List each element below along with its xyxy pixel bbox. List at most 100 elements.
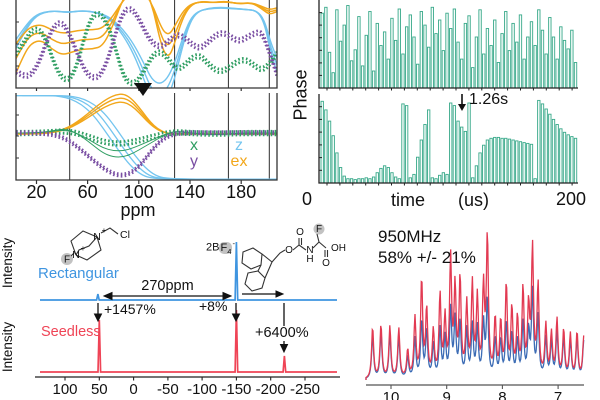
bar xyxy=(338,167,343,184)
charge-plus-2: + xyxy=(81,244,86,253)
bar xyxy=(430,177,434,184)
bar xyxy=(390,17,394,89)
bar xyxy=(489,137,493,184)
bar xyxy=(559,26,563,89)
bar xyxy=(478,9,482,89)
bar xyxy=(529,21,534,89)
bar xyxy=(357,16,361,89)
bar xyxy=(559,128,563,184)
bar xyxy=(570,29,574,89)
bar xyxy=(375,22,379,89)
tick-label: 10 xyxy=(383,389,400,400)
bar xyxy=(474,36,479,89)
tick-label: 0 xyxy=(129,381,137,398)
bar xyxy=(463,22,468,89)
bar xyxy=(566,48,570,89)
charge-plus-1: + xyxy=(102,226,107,235)
atom-o-acid: O xyxy=(322,258,330,269)
bar xyxy=(551,36,556,89)
bar xyxy=(335,9,339,89)
bar xyxy=(540,103,545,184)
bar xyxy=(471,67,475,89)
bar xyxy=(555,124,559,184)
down-arrow xyxy=(134,83,152,96)
tick-label: 200 xyxy=(556,189,586,209)
bar xyxy=(467,15,471,89)
bar xyxy=(485,28,490,89)
series-z xyxy=(22,94,277,180)
atom-n-top: N xyxy=(93,231,101,243)
bar xyxy=(379,167,383,184)
bar xyxy=(427,46,431,89)
selectfluor-structure: N + N + Cl F xyxy=(61,226,130,266)
bar xyxy=(382,165,387,184)
bar xyxy=(386,167,390,184)
bar xyxy=(419,11,423,89)
bar xyxy=(423,24,427,89)
bar xyxy=(445,173,449,184)
tick-label: 9 xyxy=(443,389,451,400)
f-highlight-circle xyxy=(313,223,325,235)
bar xyxy=(382,31,387,89)
bonds xyxy=(70,227,119,261)
bar xyxy=(537,9,541,89)
spectrum-rectangular xyxy=(40,241,337,301)
bar xyxy=(324,109,328,184)
atom-n-left: N xyxy=(72,249,80,261)
bar xyxy=(507,50,512,89)
bar xyxy=(335,152,339,184)
bar xyxy=(548,113,552,184)
bar xyxy=(482,144,486,184)
series-x xyxy=(16,14,277,87)
bar xyxy=(346,5,350,89)
axis-frame xyxy=(318,0,578,89)
tick-label: 100 xyxy=(124,182,154,202)
tick-label: -250 xyxy=(290,381,320,398)
series-z xyxy=(16,6,277,88)
fmoc-structure: O O N H OH O F xyxy=(241,223,346,292)
benzene-ring-2 xyxy=(244,270,266,292)
series-y xyxy=(16,132,277,178)
series-y xyxy=(16,9,277,81)
bar xyxy=(460,126,464,184)
bar xyxy=(342,24,346,89)
bonds xyxy=(257,233,329,279)
bar xyxy=(342,175,346,184)
tick-label: -200 xyxy=(256,381,286,398)
bar xyxy=(496,62,501,89)
bar xyxy=(456,41,460,89)
bar xyxy=(526,142,530,184)
bar xyxy=(493,19,497,89)
bar xyxy=(408,14,412,89)
arrow-head-down-3 xyxy=(279,344,289,354)
bar xyxy=(423,124,427,184)
tick-label: 140 xyxy=(175,182,205,202)
bar xyxy=(485,139,490,184)
arrow-head-left xyxy=(102,291,113,301)
bar xyxy=(555,58,559,89)
tick-label: 0 xyxy=(302,189,312,209)
annotation-arrows xyxy=(93,290,289,354)
bar xyxy=(562,39,567,89)
bar xyxy=(562,131,567,184)
bar xyxy=(500,137,504,184)
bar xyxy=(551,118,556,184)
bar xyxy=(463,130,468,184)
bar xyxy=(379,45,383,89)
bar xyxy=(515,41,519,89)
bar xyxy=(573,62,578,89)
bar xyxy=(548,17,552,89)
bar xyxy=(401,53,405,89)
spectrum-seedless xyxy=(365,232,585,380)
tick-label: 50 xyxy=(91,381,108,398)
bar xyxy=(353,49,357,89)
bar xyxy=(544,53,548,89)
benzene-ring-1 xyxy=(241,247,263,270)
bar xyxy=(438,174,442,184)
bar xyxy=(522,142,526,184)
bar xyxy=(471,177,475,184)
series-x xyxy=(16,131,277,147)
bar xyxy=(537,99,541,184)
bar xyxy=(449,102,453,184)
bar xyxy=(438,19,442,89)
